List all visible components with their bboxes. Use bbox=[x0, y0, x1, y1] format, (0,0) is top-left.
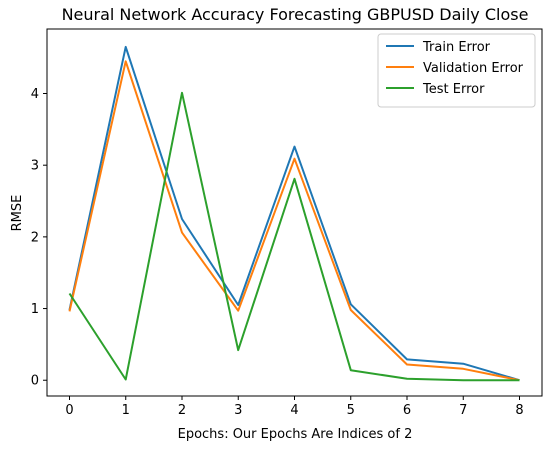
x-axis-ticks: 0 1 2 3 4 5 6 7 8 bbox=[65, 396, 524, 418]
x-tick-label: 1 bbox=[122, 403, 130, 418]
legend: Train Error Validation Error Test Error bbox=[377, 33, 536, 108]
y-axis-ticks: 0 1 2 3 4 bbox=[31, 87, 47, 389]
series-line-validation-error bbox=[68, 60, 520, 382]
series-lines bbox=[68, 45, 520, 382]
y-tick-label: 4 bbox=[31, 87, 39, 102]
y-tick-label: 0 bbox=[31, 374, 39, 389]
y-axis-label: RMSE bbox=[10, 195, 25, 232]
chart-title: Neural Network Accuracy Forecasting GBPU… bbox=[62, 5, 529, 24]
y-tick-label: 2 bbox=[31, 230, 39, 245]
series-line-train-error bbox=[68, 45, 520, 382]
x-tick-label: 6 bbox=[403, 403, 411, 418]
y-tick-label: 3 bbox=[31, 159, 39, 174]
legend-label: Train Error bbox=[422, 40, 491, 55]
x-tick-label: 7 bbox=[459, 403, 467, 418]
x-axis-label: Epochs: Our Epochs Are Indices of 2 bbox=[178, 427, 413, 442]
x-tick-label: 3 bbox=[234, 403, 242, 418]
x-tick-label: 2 bbox=[178, 403, 186, 418]
x-tick-label: 8 bbox=[515, 403, 523, 418]
y-tick-label: 1 bbox=[31, 302, 39, 317]
series-line-test-error bbox=[68, 91, 520, 382]
legend-frame bbox=[377, 33, 536, 108]
x-tick-label: 0 bbox=[65, 403, 73, 418]
legend-label: Test Error bbox=[422, 82, 485, 97]
x-tick-label: 4 bbox=[290, 403, 298, 418]
legend-label: Validation Error bbox=[423, 61, 524, 76]
x-tick-label: 5 bbox=[347, 403, 355, 418]
